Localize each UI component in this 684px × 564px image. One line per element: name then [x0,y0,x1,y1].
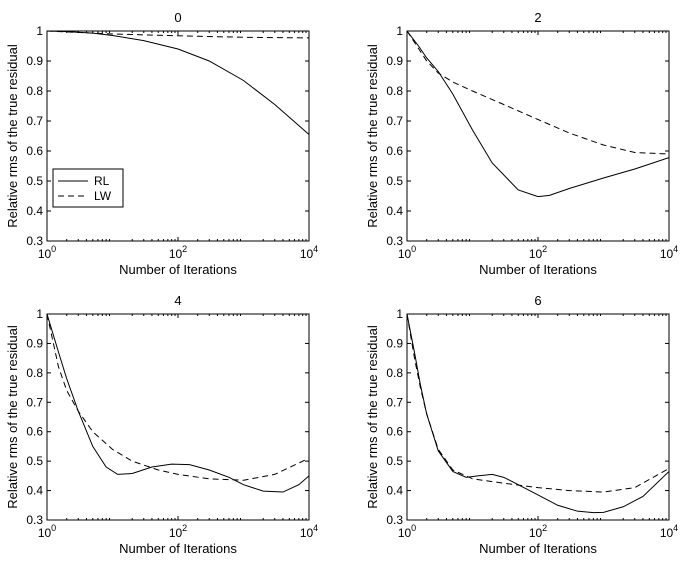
y-tick-label: 0.6 [386,144,403,158]
x-tick-label: 100 [38,523,56,540]
y-tick-label: 0.3 [386,234,403,248]
x-tick-label: 104 [300,244,318,261]
y-tick-label: 0.4 [386,204,403,218]
y-tick-label: 0.4 [26,484,43,498]
y-tick-label: 0.7 [26,114,43,128]
y-axis-label: Relative rms of the true residual [365,325,380,509]
x-tick-label: 102 [529,244,547,261]
x-tick-label: 100 [398,244,416,261]
panel-title: 6 [534,293,541,308]
series-RL [407,314,669,514]
x-tick-label: 104 [660,244,678,261]
y-axis-label: Relative rms of the true residual [5,325,20,509]
x-tick-label: 104 [300,523,318,540]
y-tick-label: 0.4 [386,484,403,498]
y-tick-label: 0.5 [386,174,403,188]
x-tick-label: 102 [169,523,187,540]
x-tick-label: 104 [660,523,678,540]
panel-6: 0.3 0.4 0.5 0.6 0.7 0.8 0.9 1 100 102 104 6 Number o… [365,293,678,556]
panel-title: 0 [174,10,181,25]
y-tick-label: 0.8 [26,84,43,98]
series-RL [47,31,309,135]
y-tick-label: 0.9 [386,336,403,350]
y-tick-label: 0.7 [386,395,403,409]
y-tick-label: 0.5 [26,174,43,188]
panel-0: 0.3 0.4 0.5 0.6 0.7 0.8 0.9 1 100 102 104 0 Number o… [5,10,318,277]
y-tick-label: 0.6 [26,144,43,158]
legend-label-LW: LW [94,189,112,203]
panel-title: 4 [174,293,181,308]
x-tick-label: 100 [38,244,56,261]
x-axis-label: Number of Iterations [479,262,597,277]
x-axis-label: Number of Iterations [479,541,597,556]
panel-2: 0.3 0.4 0.5 0.6 0.7 0.8 0.9 1 100 102 104 2 Number o… [365,10,678,277]
plot-frame [406,30,670,242]
y-axis-label: Relative rms of the true residual [365,44,380,228]
plot-frame [406,313,670,521]
y-tick-label: 1 [36,307,43,321]
y-tick-label: 0.6 [26,425,43,439]
legend-label-RL: RL [94,174,110,188]
x-tick-label: 102 [169,244,187,261]
y-tick-label: 0.8 [26,366,43,380]
y-tick-label: 1 [396,24,403,38]
x-axis-label: Number of Iterations [119,262,237,277]
y-tick-label: 1 [396,307,403,321]
series-RL [407,31,669,198]
plot-frame [46,313,310,521]
y-tick-label: 0.7 [26,395,43,409]
y-tick-label: 0.7 [386,114,403,128]
x-tick-label: 100 [398,523,416,540]
y-tick-label: 0.9 [26,336,43,350]
y-tick-label: 0.3 [386,513,403,527]
y-tick-label: 0.9 [26,54,43,68]
y-tick-label: 1 [36,24,43,38]
panel-title: 2 [534,10,541,25]
x-axis-label: Number of Iterations [119,541,237,556]
series-LW [407,314,669,493]
y-tick-label: 0.3 [26,234,43,248]
legend-box [52,168,124,208]
y-tick-label: 0.5 [386,454,403,468]
y-tick-label: 0.9 [386,54,403,68]
y-tick-label: 0.4 [26,204,43,218]
series-LW [47,314,309,481]
y-tick-label: 0.8 [386,366,403,380]
plot-frame [46,30,310,242]
series-RL [47,314,309,493]
y-tick-label: 0.8 [386,84,403,98]
y-tick-label: 0.5 [26,454,43,468]
y-tick-label: 0.3 [26,513,43,527]
panel-4: 0.3 0.4 0.5 0.6 0.7 0.8 0.9 1 100 102 104 4 Number o… [5,293,318,556]
y-tick-label: 0.6 [386,425,403,439]
series-LW [47,31,309,39]
x-tick-label: 102 [529,523,547,540]
series-LW [407,31,669,155]
y-axis-label: Relative rms of the true residual [5,44,20,228]
